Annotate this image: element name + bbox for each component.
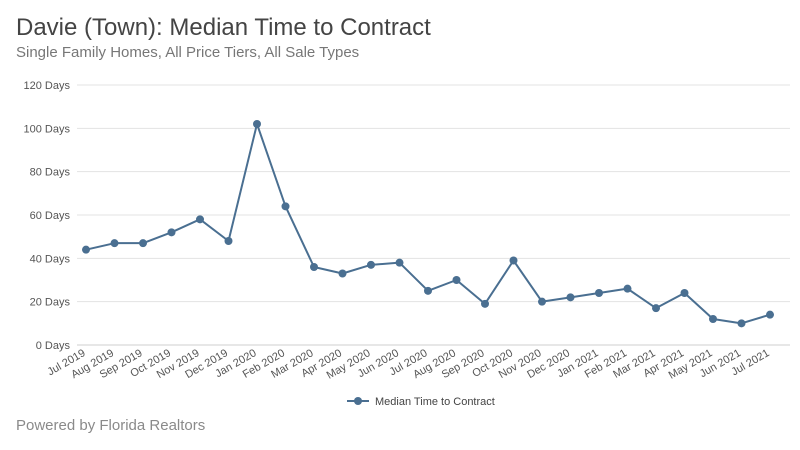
chart-title: Davie (Town): Median Time to Contract <box>16 14 431 41</box>
data-point <box>424 286 432 295</box>
data-point <box>766 310 774 319</box>
data-point <box>652 304 660 313</box>
data-point <box>281 202 290 211</box>
data-point <box>481 299 489 308</box>
data-point <box>367 260 375 269</box>
data-point <box>538 297 546 306</box>
data-point <box>139 239 147 248</box>
data-point <box>737 319 746 328</box>
data-point <box>452 276 461 284</box>
data-point <box>310 263 318 271</box>
data-point <box>395 258 404 267</box>
data-point <box>680 289 689 297</box>
y-tick-label: 40 Days <box>30 253 71 265</box>
y-tick-label: 20 Days <box>30 297 71 309</box>
y-tick-label: 120 Days <box>24 80 71 92</box>
data-point <box>253 120 261 128</box>
y-tick-label: 0 Days <box>36 340 71 352</box>
data-point <box>196 215 204 224</box>
data-point <box>110 239 119 248</box>
data-point <box>623 284 632 293</box>
data-point <box>595 289 603 297</box>
y-tick-label: 80 Days <box>30 167 71 179</box>
data-point <box>566 293 575 302</box>
data-point <box>709 315 717 323</box>
y-tick-label: 100 Days <box>24 123 71 135</box>
data-point <box>224 237 233 245</box>
data-point <box>338 269 347 278</box>
legend-label: Median Time to Contract <box>375 396 495 408</box>
data-point <box>509 256 518 265</box>
legend-marker <box>354 397 362 405</box>
data-point <box>82 245 90 254</box>
powered-by-footer: Powered by Florida Realtors <box>16 417 206 434</box>
y-tick-label: 60 Days <box>30 210 71 222</box>
chart-subtitle: Single Family Homes, All Price Tiers, Al… <box>16 44 360 61</box>
data-point <box>167 228 176 237</box>
